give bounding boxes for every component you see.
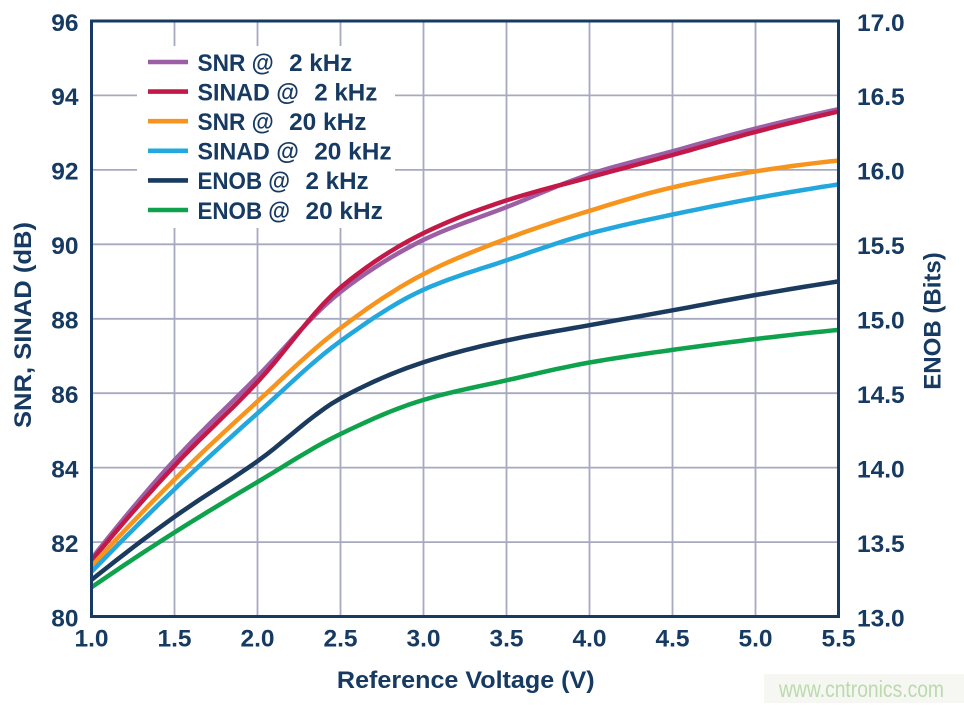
svg-text:96: 96 bbox=[51, 10, 78, 37]
svg-text:1.0: 1.0 bbox=[74, 626, 108, 653]
svg-text:82: 82 bbox=[51, 531, 78, 558]
svg-text:3.0: 3.0 bbox=[406, 626, 440, 653]
svg-text:20 kHz: 20 kHz bbox=[306, 198, 383, 225]
svg-text:2 kHz: 2 kHz bbox=[314, 79, 377, 106]
svg-text:4.5: 4.5 bbox=[655, 626, 689, 653]
svg-text:84: 84 bbox=[51, 456, 79, 483]
svg-text:www.cntronics.com: www.cntronics.com bbox=[778, 676, 944, 702]
svg-text:15.5: 15.5 bbox=[857, 233, 905, 260]
svg-text:13.0: 13.0 bbox=[857, 605, 905, 632]
svg-text:SNR @: SNR @ bbox=[198, 109, 274, 136]
svg-text:80: 80 bbox=[51, 605, 78, 632]
svg-text:88: 88 bbox=[51, 308, 78, 335]
svg-text:ENOB @: ENOB @ bbox=[198, 198, 291, 225]
svg-text:92: 92 bbox=[51, 159, 78, 186]
svg-text:Reference Voltage (V): Reference Voltage (V) bbox=[337, 667, 595, 694]
svg-text:2.5: 2.5 bbox=[323, 626, 357, 653]
svg-text:15.0: 15.0 bbox=[857, 308, 905, 335]
svg-text:2.0: 2.0 bbox=[240, 626, 274, 653]
svg-text:5.5: 5.5 bbox=[821, 626, 855, 653]
svg-text:90: 90 bbox=[51, 233, 78, 260]
svg-text:16.5: 16.5 bbox=[857, 84, 905, 111]
svg-text:14.5: 14.5 bbox=[857, 382, 905, 409]
svg-text:2 kHz: 2 kHz bbox=[289, 50, 352, 77]
svg-text:17.0: 17.0 bbox=[857, 10, 905, 37]
svg-text:ENOB (Bits): ENOB (Bits) bbox=[920, 252, 947, 390]
svg-text:SNR @: SNR @ bbox=[198, 50, 274, 77]
svg-text:94: 94 bbox=[51, 84, 79, 111]
svg-text:16.0: 16.0 bbox=[857, 159, 905, 186]
svg-text:4.0: 4.0 bbox=[572, 626, 606, 653]
svg-text:3.5: 3.5 bbox=[489, 626, 523, 653]
svg-text:2 kHz: 2 kHz bbox=[306, 168, 369, 195]
svg-text:1.5: 1.5 bbox=[157, 626, 191, 653]
svg-text:86: 86 bbox=[51, 382, 78, 409]
svg-text:SINAD @: SINAD @ bbox=[198, 139, 299, 166]
svg-text:SNR, SINAD (dB): SNR, SINAD (dB) bbox=[10, 222, 37, 428]
svg-text:13.5: 13.5 bbox=[857, 531, 905, 558]
svg-text:ENOB @: ENOB @ bbox=[198, 168, 291, 195]
svg-text:14.0: 14.0 bbox=[857, 456, 905, 483]
svg-text:SINAD @: SINAD @ bbox=[198, 79, 299, 106]
svg-text:20 kHz: 20 kHz bbox=[314, 139, 391, 166]
svg-text:20 kHz: 20 kHz bbox=[289, 109, 366, 136]
svg-text:5.0: 5.0 bbox=[738, 626, 772, 653]
